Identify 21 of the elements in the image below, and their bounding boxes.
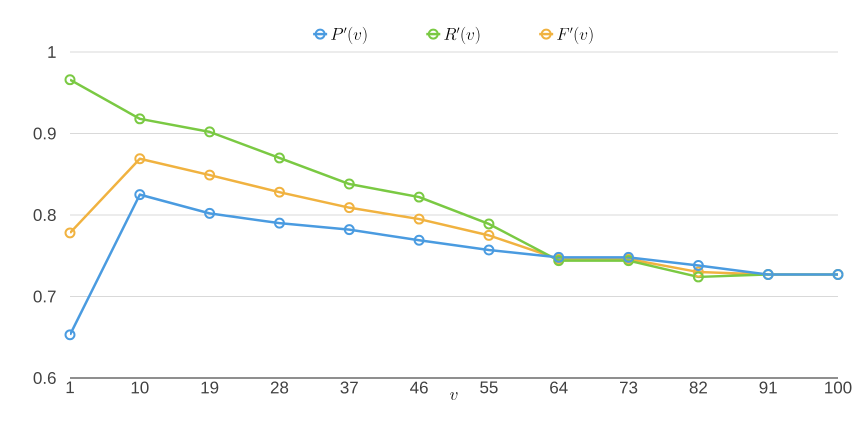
y-tick-label: 1 <box>48 46 56 58</box>
y-tick-label: 0.9 <box>34 128 56 140</box>
legend-label: $F'(v)$ <box>557 26 593 44</box>
x-tick-label: 82 <box>690 382 707 394</box>
y-tick-label: 0.8 <box>34 209 56 221</box>
x-axis-title: $v$ <box>450 392 458 400</box>
x-tick-label: 55 <box>480 382 498 394</box>
x-tick-label: 1 <box>66 382 74 394</box>
x-tick-label: 19 <box>202 382 218 394</box>
y-tick-label: 0.6 <box>34 372 56 384</box>
x-tick-label: 73 <box>620 382 638 394</box>
x-tick-label: 10 <box>132 382 149 394</box>
x-tick-label: 64 <box>550 382 568 394</box>
x-tick-label: 46 <box>410 382 428 394</box>
legend-label: $R'(v)$ <box>444 26 480 44</box>
x-tick-label: 28 <box>270 382 288 394</box>
x-tick-label: 37 <box>340 382 358 394</box>
y-tick-label: 0.7 <box>34 290 56 302</box>
x-tick-label: 100 <box>825 382 852 394</box>
x-tick-label: 91 <box>760 382 777 394</box>
legend-label: $P'(v)$ <box>331 26 366 44</box>
